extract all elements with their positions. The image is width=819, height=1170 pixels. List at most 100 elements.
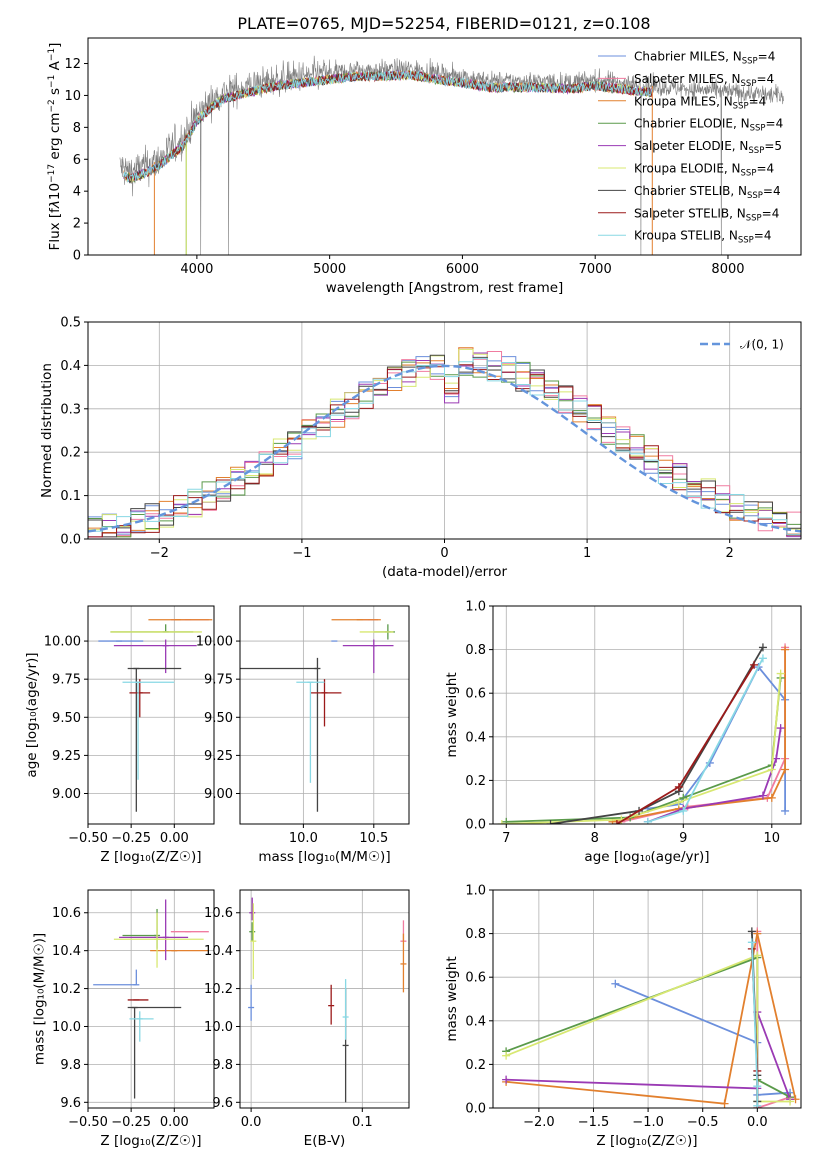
y-tick-label: 0.4 (60, 359, 81, 374)
point-chabrier-stelib (240, 657, 321, 812)
x-tick-label: −0.25 (111, 831, 151, 846)
point-chabrier-miles (93, 969, 140, 986)
x-tick-label: 8000 (711, 262, 744, 277)
y-axis-label: mass weight (444, 672, 460, 757)
x-tick-label: −0.5 (687, 1115, 719, 1130)
y-tick-label: 9.75 (204, 673, 233, 688)
series-marker (674, 798, 683, 807)
axes-spectrum: Chabrier MILES, NSSP=4 Salpeter MILES, NS… (47, 37, 802, 296)
x-tick-label: 4000 (180, 262, 213, 277)
plot-area-mass-EBV (248, 897, 407, 1103)
axes-mass-Z: −0.50 −0.25 0.00 9.6 9.8 10.0 10.2 10.4 10.6 Z [l… (32, 889, 215, 1149)
plot-mass-weight-Z: −2.0 −1.5 −1.0 −0.5 0.0 0.0 0.2 0.4 0.6 0.8 1.0 Z [… (444, 884, 802, 1149)
y-tick-label: 10.00 (196, 635, 233, 650)
y-tick-label: 6 (73, 153, 81, 168)
x-tick-label: 5000 (313, 262, 346, 277)
y-tick-label: 10.00 (44, 635, 81, 650)
y-tick-label: 9.6 (60, 1096, 81, 1111)
series-marker (776, 724, 785, 733)
x-tick-label: −1.5 (578, 1115, 610, 1130)
legend-entry-kroupa-elodie: Kroupa ELODIE, NSSP=4 (634, 162, 774, 179)
plot-area-residuals (88, 347, 801, 539)
series-marker (612, 820, 621, 824)
series-marker (720, 1099, 729, 1108)
x-tick-label: 0.0 (241, 1115, 262, 1130)
y-tick-label: 9.8 (212, 1058, 233, 1073)
plot-mass-weight-age: 7 8 9 10 0.0 0.2 0.4 0.6 0.8 1.0 age [log₁₀(age/yr… (444, 600, 802, 865)
x-tick-label: 0.00 (160, 831, 189, 846)
series-line (506, 933, 797, 1105)
spectrum-data-line (119, 55, 784, 255)
point-salpeter-elodie (113, 639, 197, 674)
series-line (505, 954, 791, 1103)
plot-age-Z: −0.50 −0.25 0.00 9.00 9.25 9.50 9.75 10.00 Z [lo… (24, 605, 215, 865)
point-salpeter-elodie (249, 897, 256, 921)
legend-entry-kroupa-stelib: Kroupa STELIB, NSSP=4 (634, 229, 772, 246)
x-tick-label: 0.1 (352, 1115, 373, 1130)
grid-residuals (88, 321, 801, 540)
y-tick-label: 0.6 (465, 687, 486, 702)
x-tick-label: 10.0 (289, 831, 318, 846)
y-tick-label: 10.2 (52, 982, 81, 997)
y-tick-label: 10.4 (204, 944, 233, 959)
y-tick-label: 0.8 (465, 927, 486, 942)
axes-mass-weight-age: 7 8 9 10 0.0 0.2 0.4 0.6 0.8 1.0 age [log₁₀(age/yr… (444, 600, 802, 865)
y-axis-label: mass weight (444, 956, 460, 1041)
y-tick-label: 0.2 (60, 446, 81, 461)
plot-age-mass: 10.0 10.5 9.00 9.25 9.50 9.75 10.00 mass [log₁₀… (196, 605, 410, 865)
x-axis-label: mass [log₁₀(M/M☉)] (258, 849, 390, 865)
series-line (647, 727, 782, 823)
point-salpeter-stelib (328, 984, 335, 1025)
y-tick-label: 10.2 (204, 982, 233, 997)
x-tick-label: 8 (591, 831, 599, 846)
series-kroupa-stelib (747, 938, 762, 1108)
y-tick-label: 0.4 (465, 730, 486, 745)
series-marker (767, 765, 776, 774)
y-tick-label: 9.50 (52, 711, 81, 726)
x-axis-label: wavelength [Angstrom, rest frame] (326, 280, 564, 296)
series-marker (502, 817, 511, 824)
series-salpeter-stelib (612, 660, 759, 824)
x-tick-label: −1 (292, 546, 311, 561)
x-tick-label: −0.50 (68, 831, 108, 846)
x-axis-label: (data-model)/error (382, 564, 508, 580)
axes-frame (87, 605, 215, 825)
x-axis-label: Z [log₁₀(Z/Z☉)] (100, 849, 201, 865)
series-marker (776, 669, 785, 678)
series-marker (750, 660, 759, 669)
point-kroupa-elodie (250, 903, 257, 980)
y-tick-label: 9.75 (52, 673, 81, 688)
y-tick-label: 0.4 (465, 1014, 486, 1029)
series-kroupa-miles (608, 645, 790, 824)
series-marker (747, 927, 756, 936)
series-marker (643, 817, 652, 824)
x-tick-label: 7 (502, 831, 510, 846)
y-tick-label: 9.00 (204, 787, 233, 802)
x-tick-label: 10.5 (359, 831, 388, 846)
x-tick-label: −0.50 (68, 1115, 108, 1130)
y-tick-label: 9.25 (52, 749, 81, 764)
y-tick-label: 0.5 (60, 316, 81, 331)
series-marker (747, 938, 756, 947)
y-tick-label: 9.50 (204, 711, 233, 726)
y-axis-label: age [log₁₀(age/yr)] (24, 652, 40, 777)
axes-mass-EBV: 0.0 0.1 9.6 9.8 10.0 10.2 10.4 10.6 E(B-V) (204, 889, 410, 1149)
y-tick-label: 9.8 (60, 1058, 81, 1073)
axes-frame (492, 605, 802, 825)
plot-area-mass-weight-age (497, 643, 790, 824)
x-tick-label: 0 (440, 546, 448, 561)
series-marker (679, 806, 688, 815)
y-tick-label: 10.4 (52, 944, 81, 959)
point-kroupa-stelib (342, 979, 349, 1040)
series-marker (546, 820, 555, 824)
y-tick-label: 0.3 (60, 402, 81, 417)
figure-title: PLATE=0765, MJD=52254, FIBERID=0121, z=0… (237, 14, 650, 33)
legend-entry-salpeter-elodie: Salpeter ELODIE, NSSP=5 (634, 139, 782, 156)
x-axis-label: age [log₁₀(age/yr)] (584, 849, 709, 865)
plot-area-mass-weight-Z (502, 927, 800, 1108)
axes-frame (492, 889, 802, 1109)
grid-mass-EBV (240, 890, 409, 1108)
point-chabrier-elodie (110, 624, 194, 633)
y-tick-label: 10.0 (204, 1020, 233, 1035)
legend-entry-salpeter-miles: Salpeter MILES, NSSP=4 (634, 72, 774, 89)
